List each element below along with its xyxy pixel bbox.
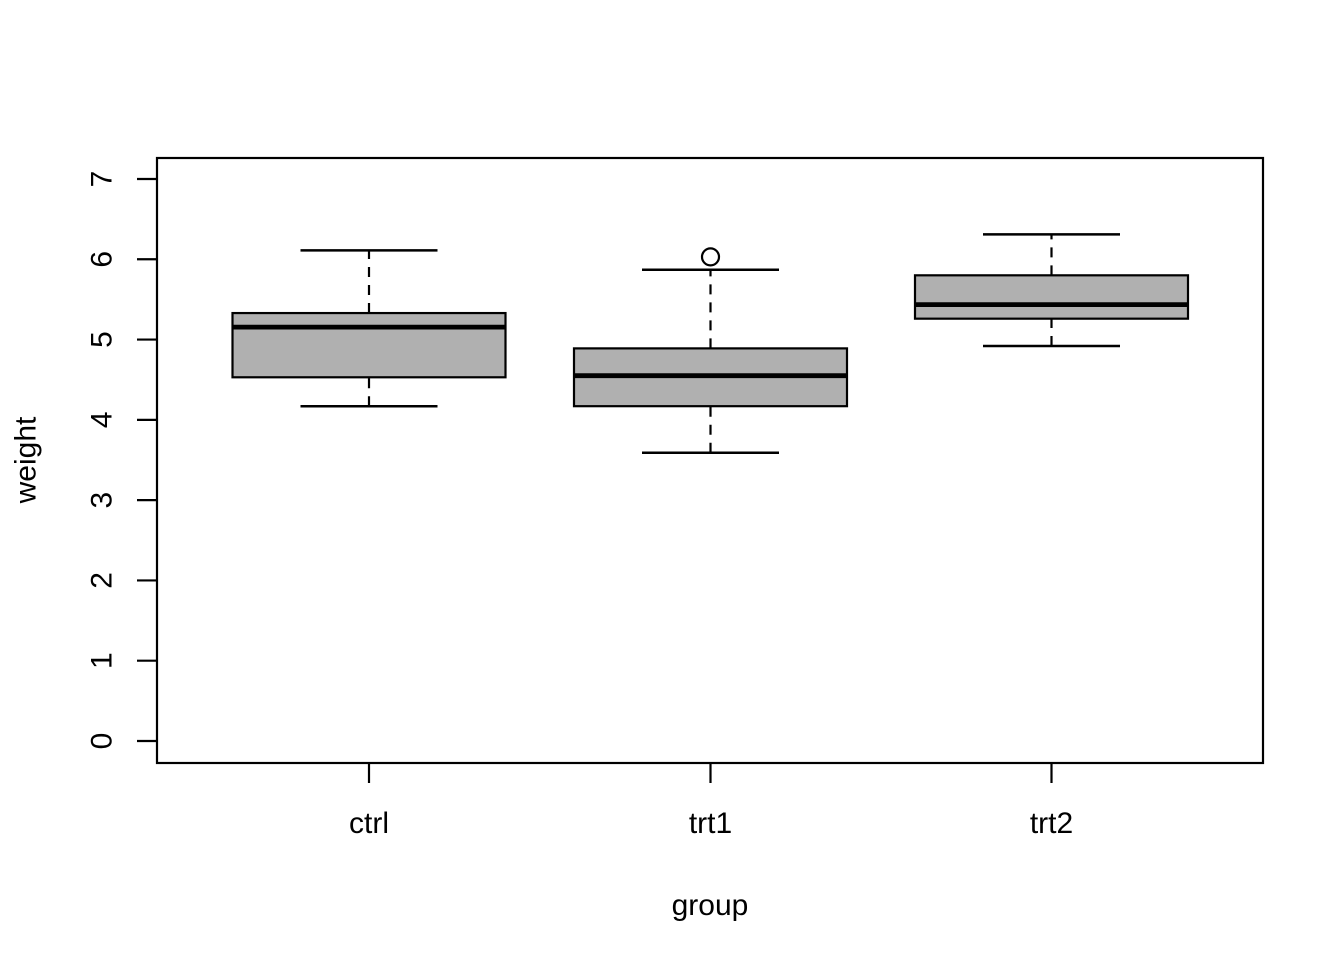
x-tick-label-ctrl: ctrl xyxy=(349,807,389,840)
box-group-trt1 xyxy=(572,247,849,455)
x-axis: ctrl trt1 trt2 xyxy=(349,763,1073,840)
box-group-trt2 xyxy=(913,233,1190,348)
y-tick-label-6: 6 xyxy=(86,251,119,268)
box-series xyxy=(231,233,1190,455)
y-tick-label-3: 3 xyxy=(86,492,119,509)
y-tick-label-1: 1 xyxy=(86,652,119,669)
y-axis: 0 1 2 3 4 5 6 7 xyxy=(86,171,157,750)
y-tick-label-7: 7 xyxy=(86,171,119,188)
y-axis-title: weight xyxy=(10,416,43,504)
y-tick-label-2: 2 xyxy=(86,572,119,589)
x-tick-label-trt1: trt1 xyxy=(689,807,732,840)
box-group-ctrl xyxy=(231,249,507,408)
outlier-point-trt1-0 xyxy=(700,247,721,267)
iqr-box-ctrl xyxy=(231,311,507,379)
x-axis-title: group xyxy=(672,889,749,922)
y-tick-label-5: 5 xyxy=(86,331,119,348)
y-tick-label-0: 0 xyxy=(86,733,119,750)
iqr-box-trt2 xyxy=(913,274,1190,320)
y-tick-label-4: 4 xyxy=(86,411,119,428)
x-tick-label-trt2: trt2 xyxy=(1030,807,1073,840)
